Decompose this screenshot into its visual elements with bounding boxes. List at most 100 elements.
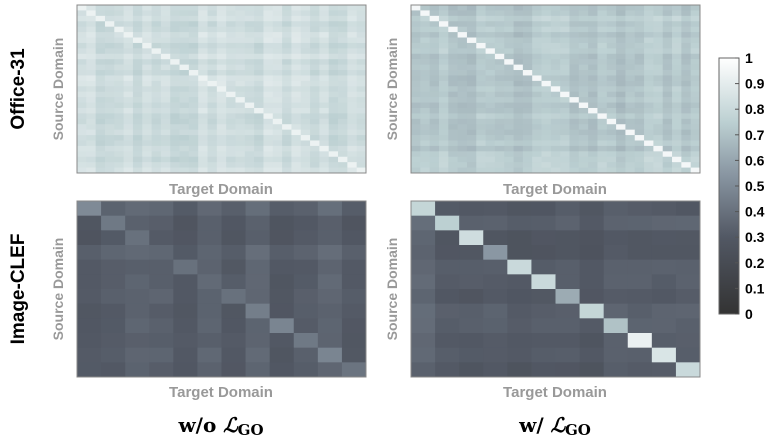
heatmap-cell [221,230,246,246]
heatmap-cell [597,10,608,17]
heatmap-cell [179,53,190,60]
heatmap-cell [319,80,330,87]
heatmap-cell [114,32,125,38]
heatmap-cell [522,135,533,141]
heatmap-cell [681,135,692,141]
heatmap-cell [216,124,227,131]
heatmap-cell [627,215,653,231]
heatmap-cell [597,64,608,71]
heatmap-cell-diagonal [179,64,190,71]
heatmap-cell-diagonal [263,113,274,120]
heatmap-cell [476,64,486,71]
heatmap-cell [634,156,645,163]
heatmap-cell [300,15,311,22]
heatmap-cell-diagonal [550,86,561,93]
heatmap-cell [235,48,246,55]
heatmap-cell [86,97,97,103]
heatmap-cell [160,107,171,114]
heatmap-cell [347,113,358,120]
heatmap-cell [672,113,682,120]
heatmap-cell [179,86,190,93]
heatmap-cell [513,145,524,152]
heatmap-cell-diagonal [347,162,358,168]
heatmap-cell [429,167,440,174]
heatmap-cell [149,274,174,290]
heatmap-cell [588,156,598,163]
heatmap-cell [235,86,246,93]
heatmap-cell [532,102,542,109]
heatmap-cell [578,107,589,114]
heatmap-cell [317,215,343,231]
heatmap-cell [603,215,629,231]
heatmap-cell [653,15,664,22]
heatmap-cell-diagonal [310,140,320,147]
heatmap-cell [513,5,524,11]
heatmap-cell [662,26,673,33]
heatmap-cell [319,107,330,114]
heatmap-cell [149,303,174,319]
heatmap-cell [216,10,227,17]
heatmap-cell-diagonal [142,42,152,49]
heatmap-cell [429,42,440,49]
heatmap-cell [420,21,431,28]
heatmap-cell [272,48,283,55]
heatmap-cell [179,5,190,11]
heatmap-cell [690,21,701,28]
heatmap-cell [588,140,598,147]
heatmap-cell [207,91,218,98]
heatmap-cell [149,333,174,349]
heatmap-cell [522,5,533,11]
heatmap-cell [532,140,542,147]
heatmap-cell [221,274,246,290]
heatmap-cell [634,64,645,71]
heatmap-cell [310,135,320,141]
heatmap-cell [95,21,106,28]
heatmap-cell [328,21,339,28]
heatmap-cell [448,42,459,49]
row-label-imageclef: Image-CLEF [8,234,29,345]
heatmap-cell-diagonal [588,107,598,114]
heatmap-cell [662,140,673,147]
heatmap-cell [95,64,106,71]
heatmap-cell [429,124,440,131]
heatmap-cell [347,118,358,125]
heatmap-cell [300,32,311,38]
heatmap-cell [681,59,692,66]
heatmap-cell [123,107,134,114]
heatmap-cell [597,75,608,82]
heatmap-cell [125,318,150,334]
heatmap-cell [625,113,636,120]
heatmap-cell [466,64,477,71]
heatmap-cell [338,53,348,60]
heatmap-cell [179,59,190,66]
heatmap-cell [317,289,343,305]
heatmap-cell [356,124,367,131]
heatmap-cell [356,26,367,33]
heatmap-cell [77,347,102,363]
heatmap-cell [457,21,468,28]
heatmap-cell [578,42,589,49]
heatmap-cell [681,64,692,71]
heatmap-cell [411,135,421,141]
heatmap-cell [149,362,174,378]
heatmap-cell [448,37,459,44]
heatmap-cell [588,64,598,71]
heatmap-cell [263,53,274,60]
heatmap-cell [328,80,339,87]
heatmap-cell [522,113,533,120]
heatmap-cell [319,140,330,147]
heatmap-cell [681,48,692,55]
heatmap-cell [170,124,180,131]
heatmap-cell [504,97,514,103]
heatmap-cell [179,102,190,109]
heatmap-cell [197,259,222,275]
heatmap-cell [207,102,218,109]
heatmap-cell [448,124,459,131]
heatmap-cell [681,75,692,82]
heatmap-cell [317,362,343,378]
heatmap-cell [328,118,339,125]
heatmap-cell [198,86,208,93]
heatmap-cell [513,59,524,66]
heatmap-cell [429,70,440,76]
heatmap-cell [188,10,199,17]
